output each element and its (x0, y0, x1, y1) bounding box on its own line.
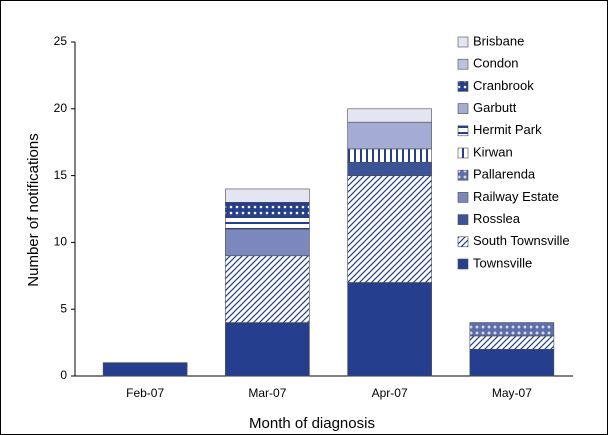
y-tick-label: 0 (60, 368, 67, 382)
legend-label: Pallarenda (473, 167, 536, 182)
legend-swatch (457, 125, 469, 137)
legend-swatch (457, 214, 469, 225)
legend-swatch (457, 258, 469, 270)
x-axis-label: Month of diagnosis (249, 415, 375, 432)
legend-swatch (457, 192, 469, 203)
bar-segment (347, 161, 432, 176)
legend-label: Hermit Park (473, 122, 542, 137)
y-tick-label: 5 (60, 301, 67, 315)
y-tick-label: 15 (54, 168, 68, 182)
x-tick-label: May-07 (492, 386, 532, 400)
bar-segment (225, 228, 310, 257)
bar-segment (225, 322, 310, 377)
bar-segment (469, 348, 555, 377)
legend-label: Railway Estate (473, 189, 559, 204)
legend-swatch (457, 236, 469, 248)
legend-label: Rosslea (473, 211, 521, 226)
legend-label: Kirwan (473, 144, 513, 159)
legend-label: Garbutt (473, 100, 517, 115)
x-tick-label: Feb-07 (126, 386, 164, 400)
legend-label: Townsville (473, 255, 532, 270)
legend-swatch (457, 36, 469, 48)
bar-segment (347, 121, 432, 150)
bar-segment (225, 202, 310, 216)
y-tick-label: 20 (54, 101, 68, 115)
bar-segment (469, 335, 555, 350)
bar-segment (347, 175, 432, 283)
legend-label: Brisbane (473, 33, 524, 48)
bar-segment (225, 215, 310, 230)
legend-label: South Townsville (473, 233, 570, 248)
bar-segment (469, 322, 555, 337)
bar-segment (347, 148, 432, 163)
legend-label: Condon (473, 56, 519, 71)
legend-swatch (457, 81, 469, 92)
x-tick-label: Mar-07 (248, 386, 286, 400)
bar-segment (102, 362, 188, 377)
legend-swatch (457, 169, 469, 181)
x-tick-label: Apr-07 (372, 386, 408, 400)
y-axis-label: Number of notifications (25, 133, 42, 286)
legend-swatch (457, 58, 469, 70)
y-tick-label: 10 (54, 235, 68, 249)
y-tick-label: 25 (54, 34, 68, 48)
bar-segment (225, 255, 310, 323)
legend-label: Cranbrook (473, 78, 534, 93)
legend-swatch (457, 103, 469, 114)
bar-segment (347, 108, 432, 123)
bar-segment (225, 188, 310, 203)
legend-swatch (457, 147, 469, 159)
bar-segment (347, 282, 432, 377)
